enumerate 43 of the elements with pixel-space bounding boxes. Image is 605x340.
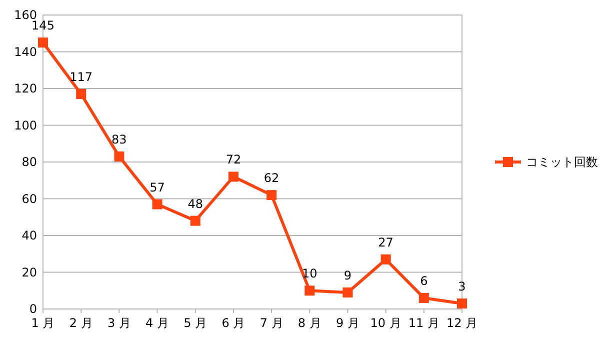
x-tick-label: 7 月	[260, 316, 284, 330]
y-tick-label: 60	[22, 192, 37, 206]
x-tick-label: 9 月	[336, 316, 360, 330]
x-tick-label: 2 月	[69, 316, 93, 330]
point	[76, 89, 86, 100]
data-label: 3	[458, 279, 466, 294]
y-tick-label: 100	[14, 118, 37, 132]
point	[342, 287, 353, 298]
data-label: 62	[264, 171, 280, 186]
x-tick-label: 10 月	[370, 316, 402, 330]
x-tick-label: 6 月	[222, 316, 246, 330]
x-tick-label: 11 月	[408, 316, 440, 330]
point	[190, 216, 200, 226]
y-tick-label: 20	[22, 265, 37, 280]
point	[228, 172, 238, 182]
data-label: 6	[420, 274, 428, 288]
data-label: 27	[378, 235, 394, 250]
y-tick-label: 120	[14, 82, 37, 96]
data-label: 72	[226, 152, 242, 167]
data-label: 83	[112, 132, 127, 146]
x-tick-label: 5 月	[184, 316, 208, 330]
x-tick-label: 8 月	[298, 316, 322, 330]
point	[380, 254, 391, 264]
data-label: 9	[344, 268, 352, 282]
x-tick-label: 12 月	[446, 316, 478, 330]
point	[152, 199, 162, 210]
data-label: 57	[150, 180, 165, 194]
y-tick-label: 140	[14, 44, 37, 59]
point	[266, 190, 277, 200]
y-tick-label: 40	[22, 228, 37, 242]
point	[457, 298, 467, 308]
point	[304, 286, 315, 296]
data-label: 117	[70, 70, 93, 84]
point	[38, 38, 48, 48]
point	[114, 151, 124, 162]
y-tick-label: 80	[22, 155, 37, 169]
x-tick-label: 1 月	[31, 316, 55, 330]
x-tick-label: 4 月	[146, 316, 169, 330]
y-tick-label: 0	[29, 302, 37, 316]
x-tick-label: 3 月	[107, 316, 131, 330]
legend-label: コミット回数	[526, 155, 598, 169]
point	[418, 292, 429, 303]
data-label: 48	[188, 196, 204, 211]
